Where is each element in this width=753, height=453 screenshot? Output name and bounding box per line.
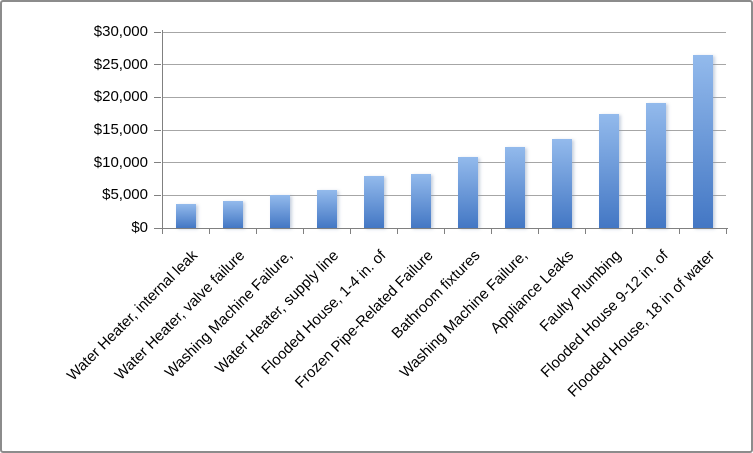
x-axis-tick [443,228,445,234]
gridline [162,129,726,131]
bar [269,195,290,228]
y-axis-tick [154,96,161,98]
x-category-label: Bathroom fixtures [388,247,484,343]
bar [645,103,666,228]
y-axis-line [161,30,163,233]
gridline [162,96,726,98]
bar [504,146,525,228]
bar [316,190,337,228]
bar [222,200,243,228]
gridline [162,194,726,196]
x-axis-tick [349,228,351,234]
gridline [162,31,726,33]
gridline [162,64,726,66]
x-axis-tick [725,228,727,234]
x-axis-line [154,227,728,229]
gridline [162,162,726,164]
bar [551,139,572,228]
y-axis-tick [154,162,161,164]
x-axis-tick [631,228,633,234]
y-tick-label: $30,000 [93,23,148,40]
x-axis-tick [678,228,680,234]
y-tick-label: $5,000 [102,186,148,204]
bar [363,176,384,228]
x-axis-tick [537,228,539,234]
y-tick-label: $10,000 [93,153,148,171]
bar [692,54,713,228]
bar [410,174,431,228]
y-tick-label: $0 [131,219,148,236]
x-category-label: Faulty Plumbing [536,247,625,336]
x-axis-tick [302,228,304,234]
x-axis-tick [396,228,398,234]
bar [175,204,196,228]
y-axis-tick [154,64,161,66]
x-category-label: Appliance Leaks [487,247,578,337]
y-axis-tick [154,227,161,229]
bar [598,114,619,228]
y-tick-label: $20,000 [93,88,148,106]
y-tick-label: $15,000 [93,121,148,138]
x-axis-tick [490,228,492,234]
y-axis-tick [154,194,161,196]
y-axis-tick [154,129,161,131]
x-axis-tick [208,228,210,234]
y-axis-tick [154,31,161,33]
x-axis-tick [161,228,163,234]
y-tick-label: $25,000 [93,55,148,73]
bar [457,156,478,228]
x-axis-tick [584,228,586,234]
x-axis-tick [255,228,257,234]
